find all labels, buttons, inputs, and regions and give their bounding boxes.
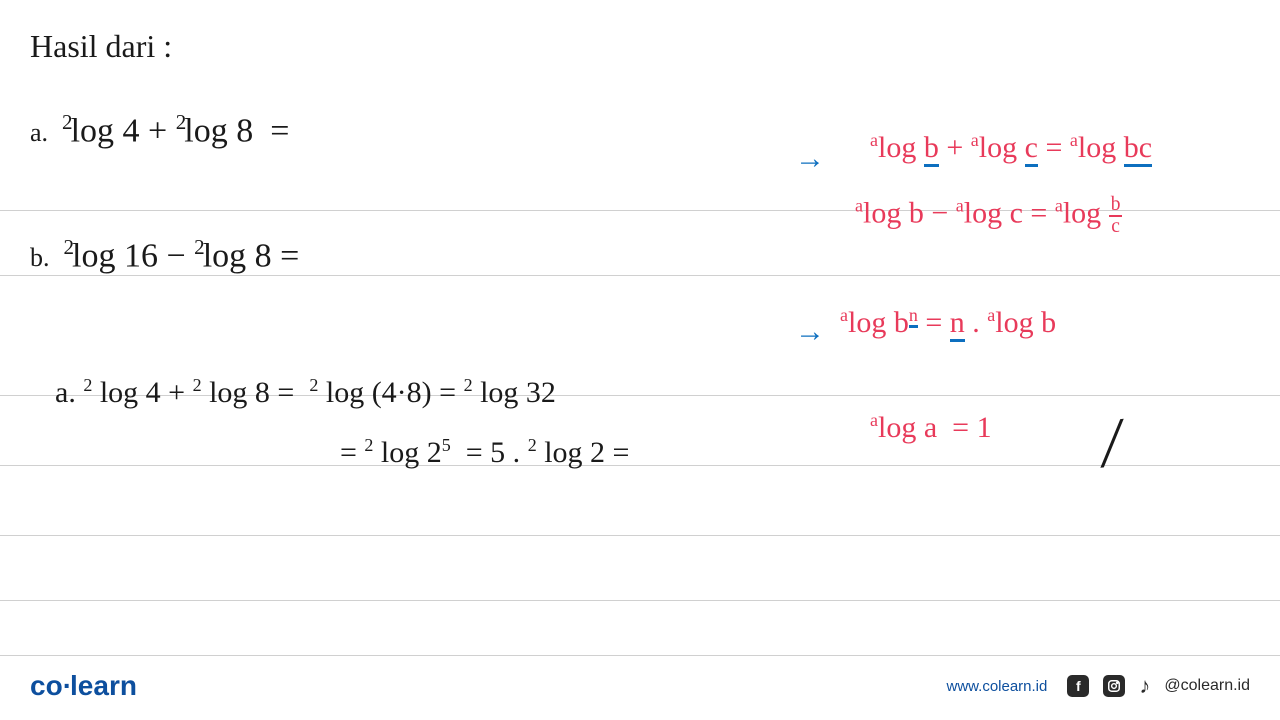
instagram-icon — [1103, 675, 1125, 697]
arrow-icon: → — [795, 142, 825, 176]
facebook-icon: f — [1067, 675, 1089, 697]
formula-log-identity: alog a = 1 — [870, 410, 992, 445]
footer-right: www.colearn.id f ♪ @colearn.id — [946, 673, 1250, 699]
footer: co·learn www.colearn.id f ♪ @colearn.id — [0, 670, 1280, 702]
question-b: b. 2log 16 − 2log 8 = — [30, 235, 299, 275]
formula-log-sum: alog b + alog c = alog bc — [870, 130, 1152, 165]
rule-line — [0, 465, 1280, 466]
footer-url: www.colearn.id — [946, 678, 1047, 695]
question-b-label: b. — [30, 243, 50, 273]
formula-log-diff: alog b − alog c = alog bc — [855, 195, 1122, 236]
formula-log-power: alog bn = n . alog b — [840, 305, 1056, 340]
arrow-icon: → — [795, 315, 825, 349]
page-title: Hasil dari : — [30, 28, 172, 65]
working-line-2: = 2 log 25 = 5 . 2 log 2 = — [340, 435, 629, 470]
rule-line — [0, 535, 1280, 536]
brand-logo: co·learn — [30, 670, 137, 702]
question-a-expr: 2log 4 + 2log 8 = — [62, 110, 289, 150]
checkmark-icon: ╱ — [1098, 419, 1126, 468]
rule-line — [0, 655, 1280, 656]
rule-line — [0, 600, 1280, 601]
tiktok-icon: ♪ — [1139, 673, 1150, 699]
question-a-label: a. — [30, 118, 48, 148]
question-b-expr: 2log 16 − 2log 8 = — [64, 235, 300, 275]
footer-handle: @colearn.id — [1164, 677, 1250, 695]
question-a: a. 2log 4 + 2log 8 = — [30, 110, 289, 150]
working-line-1: a. 2 log 4 + 2 log 8 = 2 log (4·8) = 2 l… — [55, 375, 556, 410]
